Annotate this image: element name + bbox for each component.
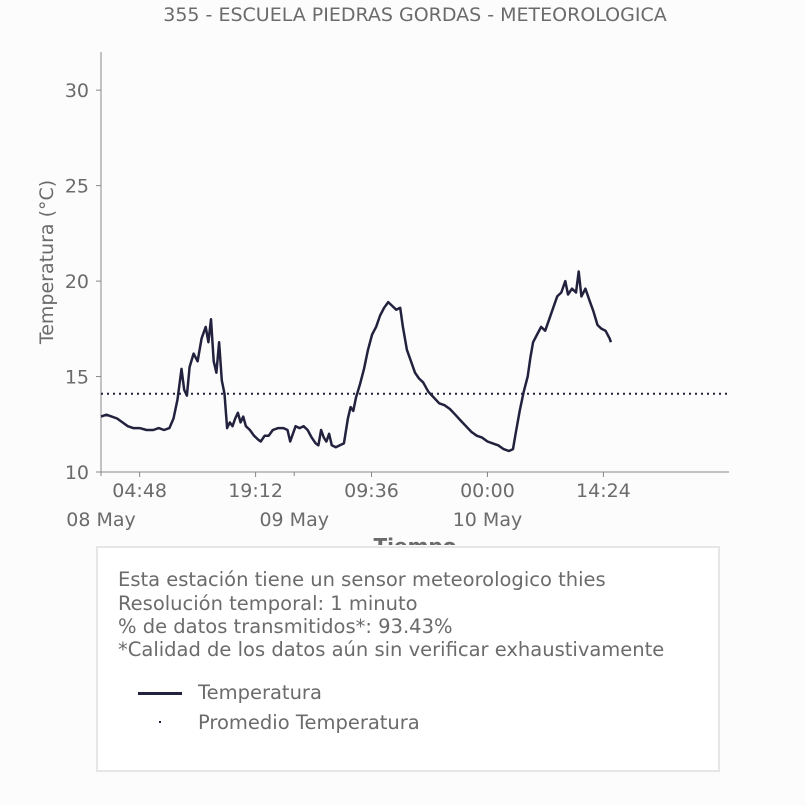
y-tick-label: 20 [65,271,89,293]
chart-title: 355 - ESCUELA PIEDRAS GORDAS - METEOROLO… [163,4,666,26]
y-tick-label: 10 [65,462,89,484]
solid-line-icon [138,692,182,695]
temperature-line [100,270,613,453]
date-labels: 08 May 09 May 10 May [66,509,522,531]
x-tick-label: 00:00 [460,480,515,502]
series-layer [100,270,729,453]
transmitted-data-text: % de datos transmitidos*: 93.43% [118,615,453,638]
date-label: 10 May [453,509,523,531]
info-box: Esta estación tiene un sensor meteorolog… [96,546,720,772]
y-tick-label: 30 [65,80,89,102]
quality-note-text: *Calidad de los datos aún sin verificar … [118,638,665,661]
x-tick-label: 19:12 [228,480,283,502]
temperature-chart: 355 - ESCUELA PIEDRAS GORDAS - METEOROLO… [36,4,729,545]
legend-label: Promedio Temperatura [198,711,420,734]
y-tick-label: 25 [65,176,89,198]
dot-icon [159,721,161,723]
date-label: 09 May [259,509,329,531]
y-tick-label: 15 [65,367,89,389]
x-tick-label: 14:24 [576,480,631,502]
x-axis-label: Tiempo [374,534,457,545]
chart-axes [100,52,729,473]
x-tick-label: 04:48 [112,480,167,502]
y-ticks: 10 15 20 25 30 [65,80,101,484]
x-ticks: 04:48 19:12 09:36 00:00 14:24 [100,472,631,502]
resolution-text: Resolución temporal: 1 minuto [118,592,418,615]
date-label: 08 May [66,509,136,531]
y-axis-label: Temperatura (°C) [36,180,58,345]
sensor-info-text: Esta estación tiene un sensor meteorolog… [118,568,606,591]
legend-label: Temperatura [198,681,322,704]
x-tick-label: 09:36 [344,480,399,502]
